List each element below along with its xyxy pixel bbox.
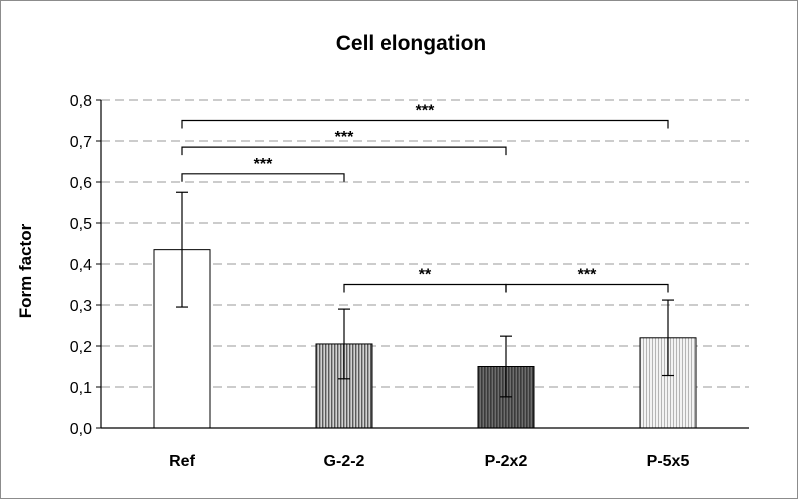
y-axis-label: Form factor — [16, 223, 35, 318]
x-tick-label: P-2x2 — [485, 453, 528, 470]
y-tick-label: 0,5 — [70, 216, 92, 233]
y-tick-label: 0,7 — [70, 134, 92, 151]
x-tick-label: P-5x5 — [647, 453, 690, 470]
x-axis-tick-labels: Ref G-2-2 P-2x2 P-5x5 — [169, 453, 689, 470]
significance-bracket — [181, 146, 507, 156]
significance-bracket — [343, 283, 507, 293]
significance-label: *** — [254, 156, 273, 173]
significance-bracket — [181, 173, 345, 182]
significance-brackets: *********** *** — [181, 103, 669, 293]
y-tick-label: 0,8 — [70, 93, 92, 110]
axes — [100, 100, 749, 429]
significance-label: *** — [416, 103, 435, 120]
error-bars — [176, 191, 674, 398]
x-tick-label: Ref — [169, 453, 195, 470]
y-tick-label: 0,4 — [70, 257, 92, 274]
y-tick-label: 0,0 — [70, 421, 92, 438]
y-axis-ticks: 0,0 0,1 0,2 0,3 0,4 0,5 0,6 0,7 0,8 — [70, 93, 101, 438]
significance-label: *** — [578, 267, 597, 284]
chart-title: Cell elongation — [336, 32, 487, 55]
significance-label: *** — [335, 129, 354, 146]
y-tick-label: 0,1 — [70, 380, 92, 397]
significance-bracket — [505, 283, 669, 293]
y-tick-label: 0,6 — [70, 175, 92, 192]
significance-label: ** — [419, 267, 432, 284]
y-tick-label: 0,3 — [70, 298, 92, 315]
x-tick-label: G-2-2 — [324, 453, 365, 470]
significance-bracket — [181, 119, 669, 129]
y-tick-label: 0,2 — [70, 339, 92, 356]
